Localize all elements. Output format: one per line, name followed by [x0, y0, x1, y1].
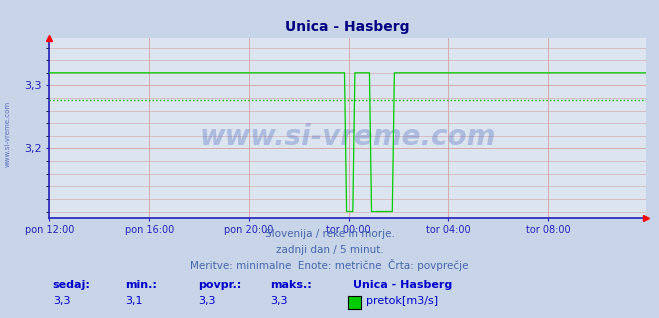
Text: povpr.:: povpr.: [198, 280, 241, 290]
Text: Meritve: minimalne  Enote: metrične  Črta: povprečje: Meritve: minimalne Enote: metrične Črta:… [190, 259, 469, 271]
Text: Slovenija / reke in morje.: Slovenija / reke in morje. [264, 229, 395, 239]
Text: www.si-vreme.com: www.si-vreme.com [200, 123, 496, 151]
Text: pretok[m3/s]: pretok[m3/s] [366, 296, 438, 306]
Text: Unica - Hasberg: Unica - Hasberg [353, 280, 452, 290]
Text: 3,1: 3,1 [125, 296, 143, 306]
Text: maks.:: maks.: [270, 280, 312, 290]
Text: min.:: min.: [125, 280, 157, 290]
Text: sedaj:: sedaj: [53, 280, 90, 290]
Text: zadnji dan / 5 minut.: zadnji dan / 5 minut. [275, 245, 384, 255]
Title: Unica - Hasberg: Unica - Hasberg [285, 20, 410, 34]
Text: 3,3: 3,3 [53, 296, 71, 306]
Text: www.si-vreme.com: www.si-vreme.com [5, 100, 11, 167]
Text: 3,3: 3,3 [270, 296, 288, 306]
Text: 3,3: 3,3 [198, 296, 215, 306]
